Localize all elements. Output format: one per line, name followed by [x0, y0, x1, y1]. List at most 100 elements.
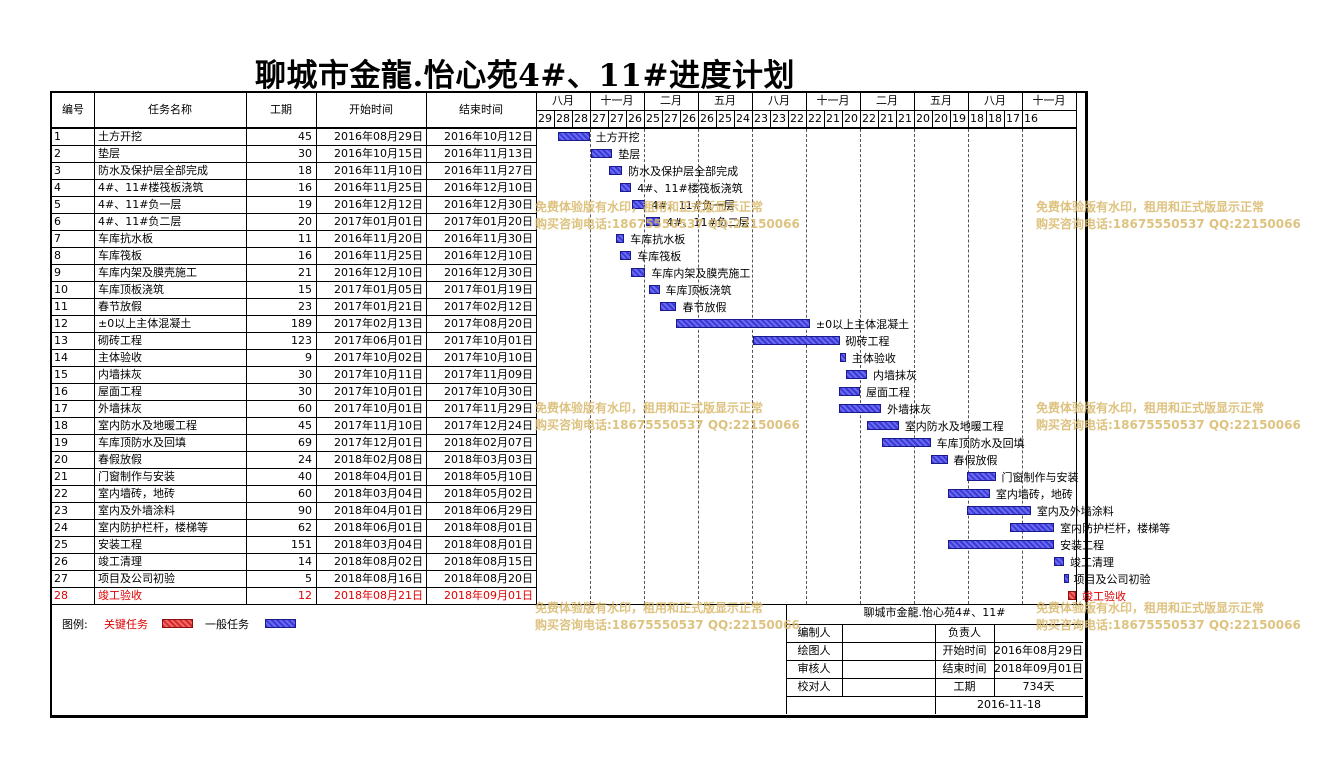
- task-start: 2016年11月10日: [334, 164, 423, 177]
- timeline-day: 22: [862, 112, 876, 125]
- task-duration: 45: [298, 419, 312, 432]
- gantt-bar[interactable]: [632, 200, 646, 209]
- grid-line: [842, 624, 843, 696]
- timeline-day: 26: [682, 112, 696, 125]
- task-start: 2016年12月12日: [334, 198, 423, 211]
- task-start: 2017年01月01日: [334, 215, 423, 228]
- gantt-bar[interactable]: [648, 285, 660, 294]
- task-end: 2018年05月10日: [444, 470, 533, 483]
- task-end: 2018年05月02日: [444, 487, 533, 500]
- timeline-day: 16: [1024, 112, 1038, 125]
- header-name: 任务名称: [148, 103, 192, 116]
- grid-line: [52, 196, 536, 197]
- gantt-bar[interactable]: [620, 251, 632, 260]
- task-start: 2017年02月13日: [334, 317, 423, 330]
- grid-line: [752, 93, 753, 110]
- task-start: 2017年06月01日: [334, 334, 423, 347]
- task-duration: 16: [298, 181, 312, 194]
- gantt-bar[interactable]: [1054, 557, 1064, 566]
- timeline-day: 17: [1006, 112, 1020, 125]
- task-start: 2018年06月01日: [334, 521, 423, 534]
- task-duration: 123: [291, 334, 312, 347]
- task-end: 2018年08月15日: [444, 555, 533, 568]
- gantt-bar[interactable]: [845, 370, 868, 379]
- timeline-day: 23: [772, 112, 786, 125]
- gantt-bar[interactable]: [1067, 591, 1076, 600]
- grid-line: [986, 110, 987, 127]
- gantt-bar[interactable]: [881, 438, 931, 447]
- task-name: 室内墙砖，地砖: [98, 487, 175, 500]
- info-start-label: 开始时间: [942, 644, 987, 657]
- gantt-bar[interactable]: [967, 506, 1031, 515]
- grid-line: [734, 110, 735, 127]
- task-end: 2016年12月10日: [444, 181, 533, 194]
- task-name: 室内及外墙涂料: [98, 504, 175, 517]
- gantt-bar[interactable]: [609, 166, 623, 175]
- task-duration: 60: [298, 487, 312, 500]
- month-gridline: [806, 129, 807, 604]
- timeline-day: 18: [970, 112, 984, 125]
- grid-line: [968, 110, 969, 127]
- gantt-bar[interactable]: [676, 319, 810, 328]
- gantt-bar-label: 室内墙砖，地砖: [995, 488, 1073, 501]
- task-no: 8: [54, 249, 61, 262]
- grid-line: [52, 553, 536, 554]
- task-end: 2016年11月27日: [444, 164, 533, 177]
- gantt-bar[interactable]: [1010, 523, 1055, 532]
- gantt-bar[interactable]: [630, 268, 646, 277]
- grid-line: [52, 128, 536, 129]
- grid-line: [1004, 110, 1005, 127]
- timeline-day: 23: [754, 112, 768, 125]
- task-no: 15: [54, 368, 68, 381]
- task-no: 28: [54, 589, 68, 602]
- grid-line: [52, 468, 536, 469]
- task-duration: 62: [298, 521, 312, 534]
- gantt-bar-label: 车库顶防水及回填: [936, 437, 1025, 450]
- gantt-bar-label: 内墙抹灰: [873, 369, 918, 382]
- grid-line: [935, 624, 936, 714]
- grid-line: [52, 536, 536, 537]
- gantt-bar[interactable]: [947, 540, 1055, 549]
- grid-line: [52, 366, 536, 367]
- gantt-bar[interactable]: [1064, 574, 1069, 583]
- gantt-bar[interactable]: [591, 149, 613, 158]
- grid-line: [590, 110, 591, 127]
- gantt-bar-label: 项目及公司初验: [1073, 573, 1151, 586]
- gantt-bar[interactable]: [620, 183, 632, 192]
- gantt-bar[interactable]: [967, 472, 996, 481]
- gantt-bar[interactable]: [930, 455, 948, 464]
- grid-line: [52, 485, 536, 486]
- gantt-bar[interactable]: [838, 387, 860, 396]
- gantt-bar[interactable]: [660, 302, 677, 311]
- task-no: 9: [54, 266, 61, 279]
- info-checker-label: 校对人: [797, 680, 831, 693]
- gantt-bar[interactable]: [616, 234, 625, 243]
- task-name: 4#、11#楼筏板浇筑: [98, 181, 204, 194]
- gantt-bar[interactable]: [838, 404, 882, 413]
- task-end: 2017年11月09日: [444, 368, 533, 381]
- grid-line: [752, 110, 753, 127]
- gantt-bar[interactable]: [752, 336, 840, 345]
- task-no: 21: [54, 470, 68, 483]
- gantt-bar[interactable]: [947, 489, 990, 498]
- task-name: 土方开挖: [98, 130, 142, 143]
- timeline-month: 八月: [984, 94, 1006, 107]
- gantt-bar[interactable]: [646, 217, 661, 226]
- gantt-bar[interactable]: [839, 353, 846, 362]
- gantt-bar-label: 屋面工程: [866, 386, 910, 399]
- task-duration: 30: [298, 147, 312, 160]
- task-duration: 151: [291, 538, 312, 551]
- timeline-day: 25: [646, 112, 660, 125]
- task-name: 防水及保护层全部完成: [98, 164, 208, 177]
- gantt-bar[interactable]: [867, 421, 899, 430]
- grid-line: [52, 417, 536, 418]
- task-end: 2017年01月20日: [444, 215, 533, 228]
- task-start: 2018年03月04日: [334, 487, 423, 500]
- task-duration: 21: [298, 266, 312, 279]
- gantt-bar-label: 门窗制作与安装: [1001, 471, 1079, 484]
- gantt-bar-label: 车库抗水板: [630, 233, 686, 246]
- gantt-bar[interactable]: [557, 132, 590, 141]
- gantt-bar-label: 车库内架及膜壳施工: [651, 267, 751, 280]
- task-name: 主体验收: [98, 351, 142, 364]
- timeline-day: 22: [808, 112, 822, 125]
